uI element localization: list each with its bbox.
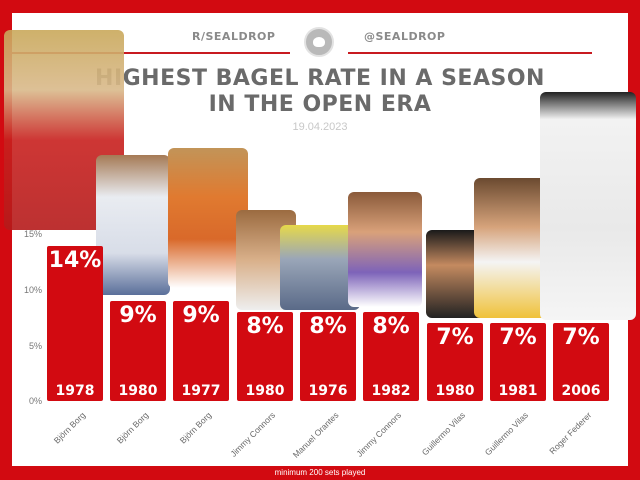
- player-photo-borg-1977: [168, 148, 248, 288]
- bar-year: 1981: [498, 383, 538, 399]
- y-tick-5: 5%: [28, 341, 42, 351]
- footnote: minimum 200 sets played: [274, 468, 366, 477]
- bar-year: 1977: [181, 383, 221, 399]
- bar-year: 1980: [435, 383, 475, 399]
- bar-year: 1982: [371, 383, 411, 399]
- bar-borg-1978: 14% 1978: [47, 246, 103, 401]
- bar-year: 1980: [245, 383, 285, 399]
- bar-borg-1980: 9% 1980: [110, 301, 166, 401]
- bar-federer-2006: 7% 2006: [553, 323, 609, 401]
- header-divider-left: [12, 52, 290, 54]
- player-photo-federer-2006: [540, 92, 636, 320]
- bar-orantes-1976: 8% 1976: [300, 312, 356, 401]
- bar-year: 2006: [561, 383, 601, 399]
- bar-value: 14%: [48, 248, 102, 273]
- seal-logo-icon: [304, 27, 334, 57]
- chart-title-line1: HIGHEST BAGEL RATE IN A SEASON: [95, 66, 545, 91]
- chart-title-line2: IN THE OPEN ERA: [208, 92, 432, 117]
- player-photo-connors-1982: [348, 192, 422, 307]
- player-photo-borg-1980: [96, 155, 170, 295]
- bar-value: 8%: [309, 314, 347, 339]
- bar-year: 1978: [55, 383, 95, 399]
- social-handle: @SEALDROP: [364, 30, 446, 43]
- reddit-handle: R/SEALDROP: [192, 30, 276, 43]
- bar-value: 9%: [182, 303, 220, 328]
- chart-date: 19.04.2023: [292, 121, 348, 133]
- player-photo-orantes-1976: [280, 225, 360, 310]
- y-tick-15: 15%: [23, 229, 42, 239]
- bar-borg-1977: 9% 1977: [173, 301, 229, 401]
- header-divider-right: [348, 52, 592, 54]
- bar-year: 1980: [118, 383, 158, 399]
- bar-value: 7%: [562, 325, 600, 350]
- y-tick-10: 10%: [23, 285, 42, 295]
- bar-value: 7%: [436, 325, 474, 350]
- bar-value: 9%: [119, 303, 157, 328]
- y-tick-0: 0%: [28, 396, 42, 406]
- bar-year: 1976: [308, 383, 348, 399]
- bar-value: 8%: [372, 314, 410, 339]
- bar-vilas-1980: 7% 1980: [427, 323, 483, 401]
- bar-connors-1982: 8% 1982: [363, 312, 419, 401]
- bar-value: 8%: [246, 314, 284, 339]
- bar-connors-1980: 8% 1980: [237, 312, 293, 401]
- bar-vilas-1981: 7% 1981: [490, 323, 546, 401]
- bar-value: 7%: [499, 325, 537, 350]
